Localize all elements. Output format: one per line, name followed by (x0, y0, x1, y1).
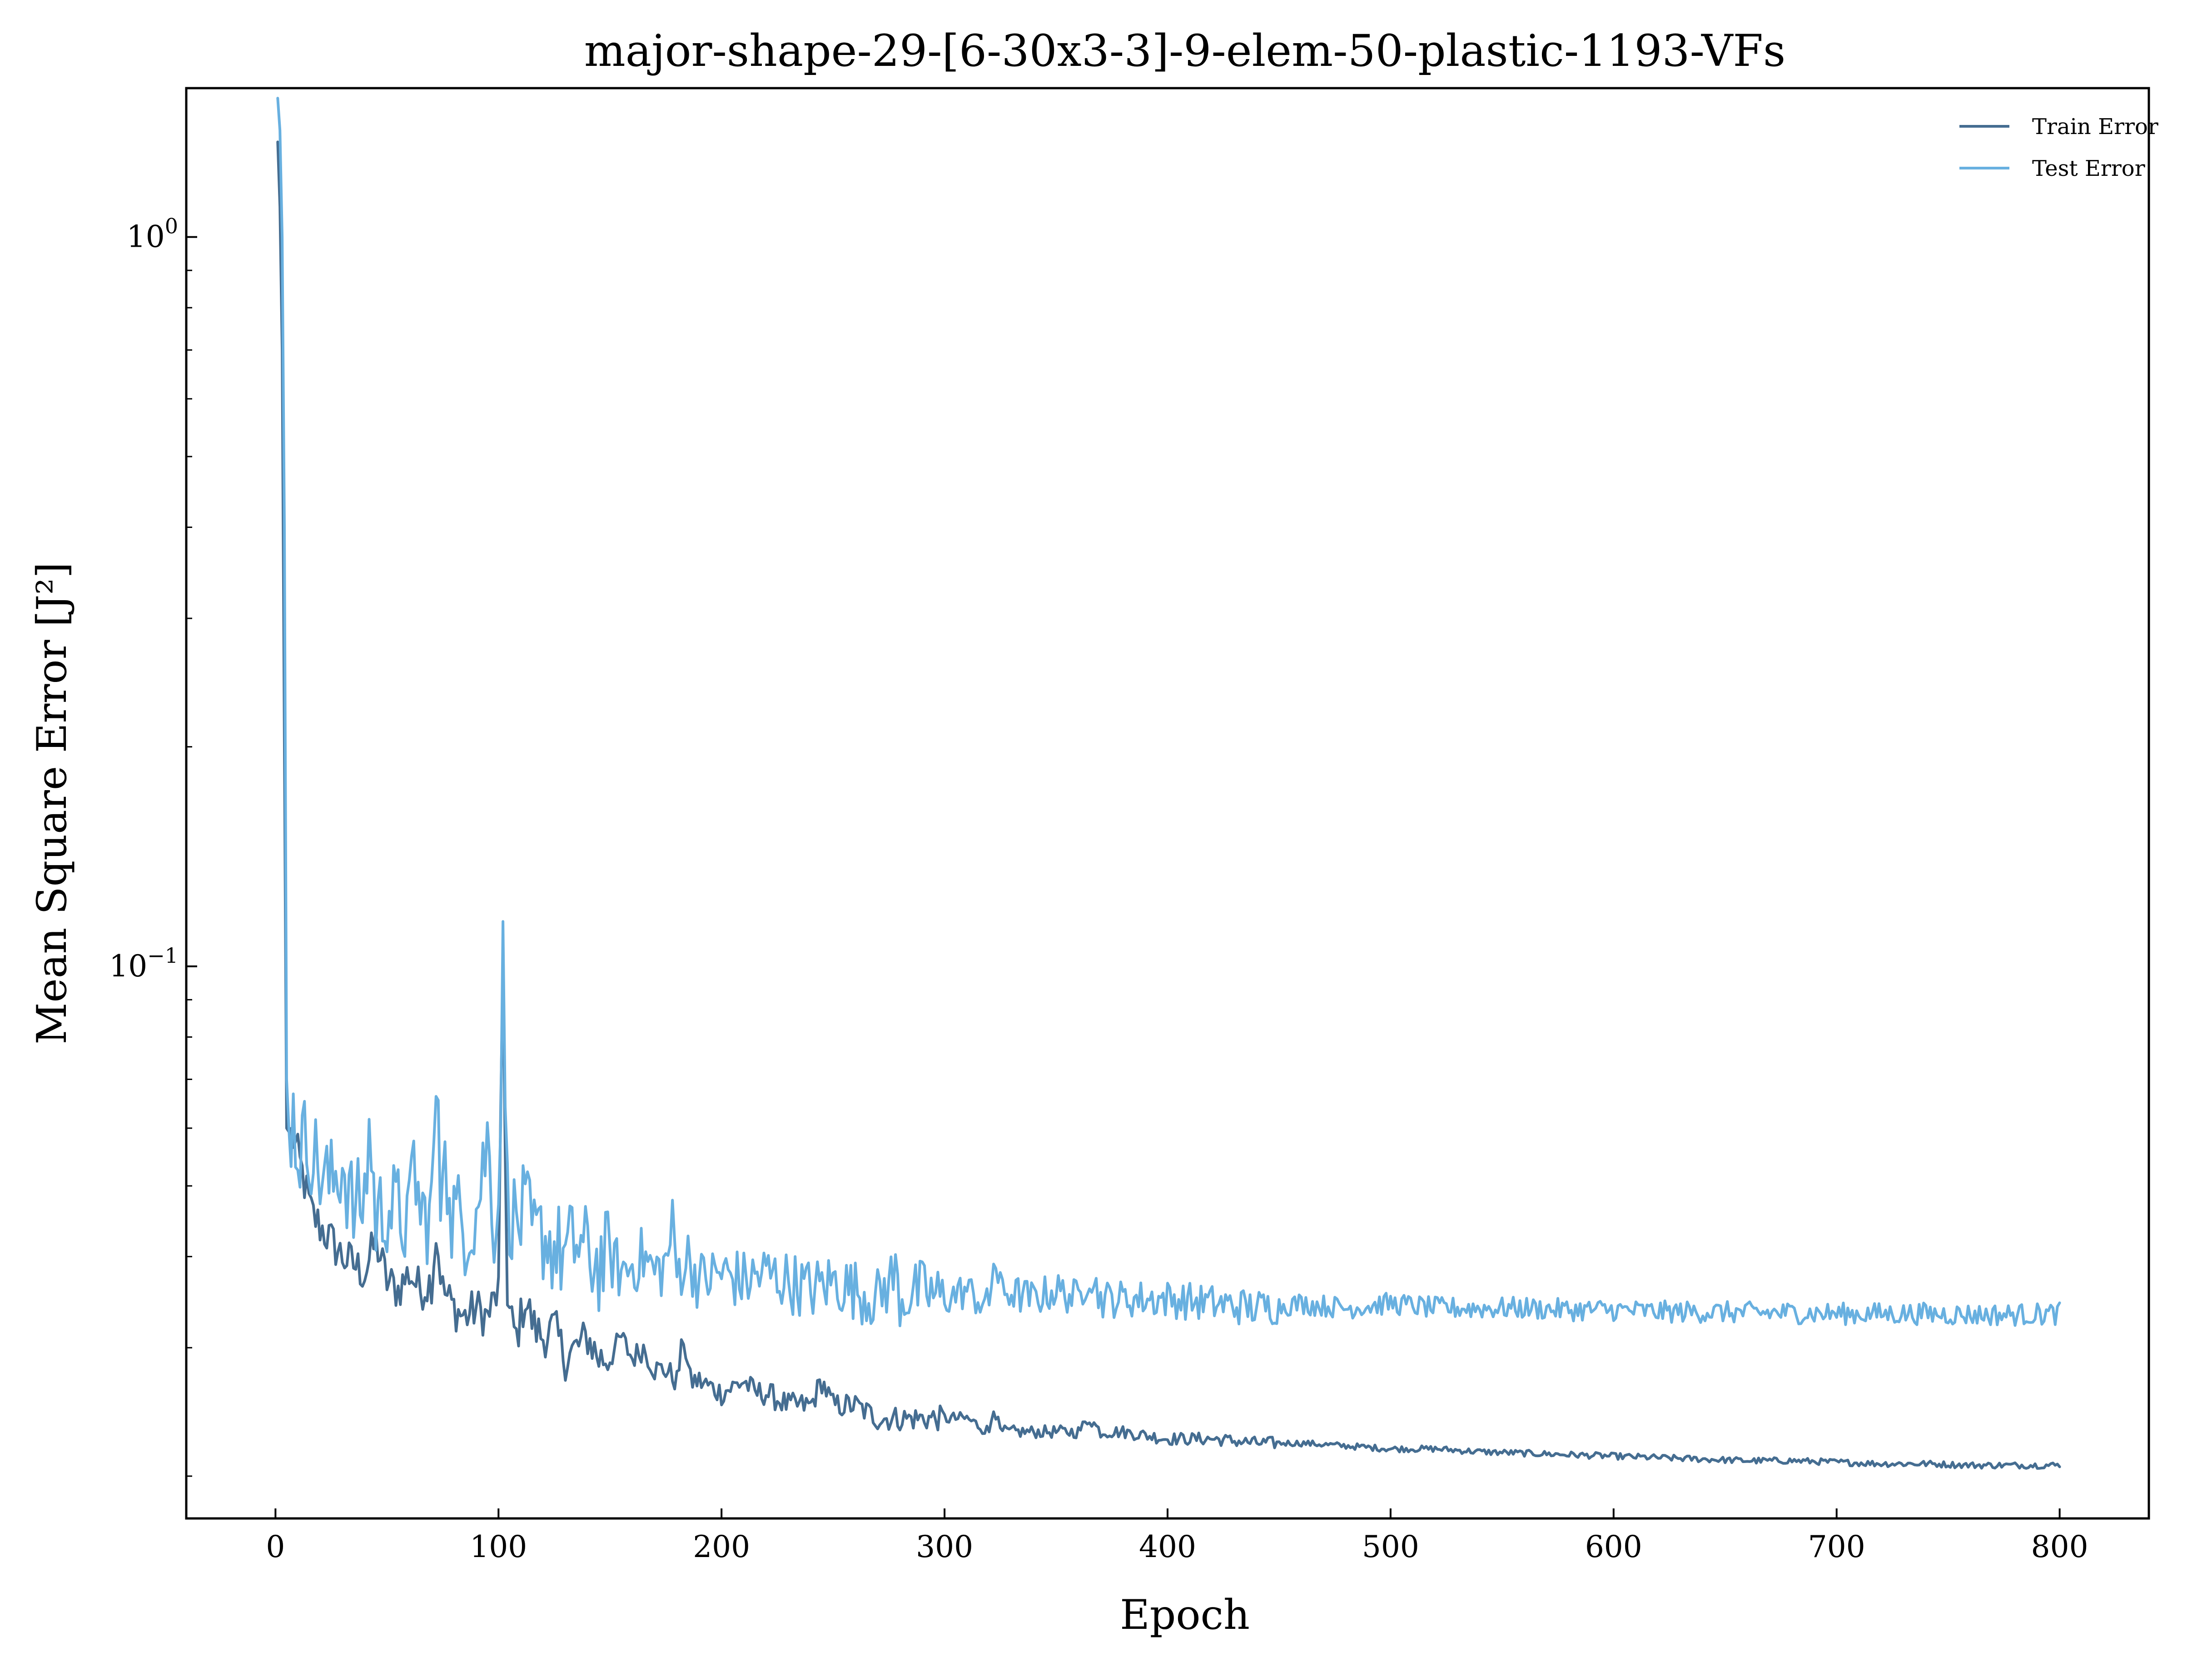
legend-label: Train Error (2032, 114, 2158, 139)
x-tick-label: 800 (2031, 1529, 2088, 1564)
x-tick-label: 400 (1139, 1529, 1196, 1564)
legend-label: Test Error (2032, 156, 2145, 181)
legend: Train Error Test Error (1959, 114, 2158, 181)
chart-title: major-shape-29-[6-30x3-3]-9-elem-50-plas… (584, 25, 1786, 76)
plot-area (276, 97, 2061, 1470)
x-tick-label: 200 (693, 1529, 750, 1564)
x-tick-label: 500 (1362, 1529, 1419, 1564)
axes: 0 100 200 300 400 500 600 700 800 100 10−1 (109, 214, 2088, 1564)
y-axis-label: Mean Square Error [J²] (28, 562, 76, 1044)
x-tick-label: 0 (266, 1529, 285, 1564)
y-tick-label: 10−1 (109, 943, 178, 984)
series-line-train-error (276, 140, 2061, 1470)
x-axis-label: Epoch (1120, 1591, 1250, 1639)
x-tick-label: 300 (916, 1529, 973, 1564)
x-tick-label: 600 (1585, 1529, 1642, 1564)
series-line-test-error (276, 97, 2061, 1328)
x-tick-label: 700 (1808, 1529, 1865, 1564)
y-tick-label: 100 (127, 214, 178, 254)
x-tick-label: 100 (470, 1529, 527, 1564)
